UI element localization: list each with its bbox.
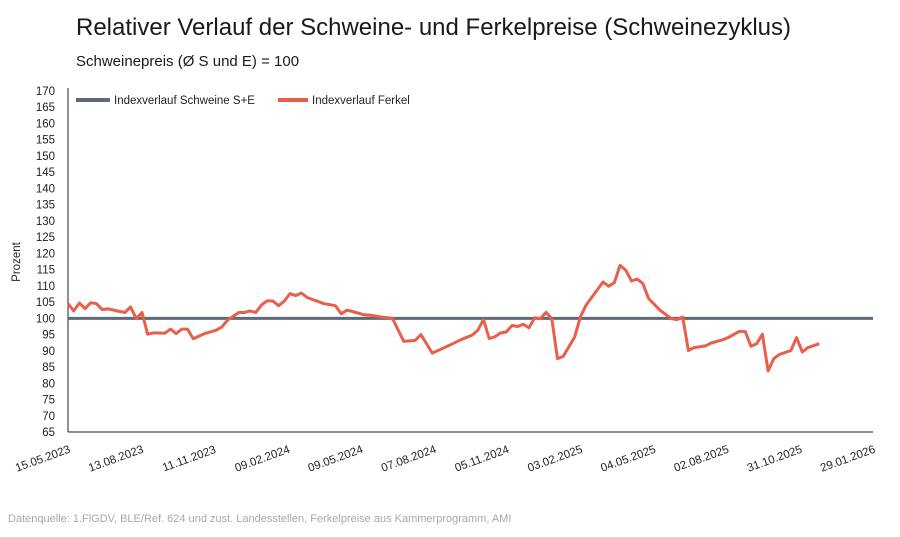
x-tick-label: 13.08.2023: [87, 444, 145, 475]
y-tick-label: 160: [36, 118, 55, 130]
x-tick-label: 31.10.2025: [746, 444, 804, 475]
y-tick-label: 150: [36, 151, 55, 163]
y-tick-label: 80: [42, 378, 55, 390]
series-group: [66, 263, 873, 373]
chart-title: Relativer Verlauf der Schweine- und Ferk…: [76, 14, 791, 41]
legend-label-ferkel: Indexverlauf Ferkel: [312, 95, 410, 107]
x-tick-label: 02.08.2025: [673, 444, 731, 475]
x-tick-label: 09.02.2024: [233, 443, 292, 474]
x-tick-label: 29.01.2026: [819, 444, 877, 475]
x-tick-label: 05.11.2024: [453, 444, 511, 475]
y-axis-ticks: 65 70 75 80 85 90 95 100 105 110 115 120 125 130 135 14…: [36, 86, 55, 439]
y-tick-label: 170: [36, 86, 55, 98]
y-tick-label: 110: [37, 281, 55, 293]
y-tick-label: 100: [36, 313, 55, 325]
y-tick-label: 90: [42, 346, 55, 358]
series-line-ferkel: [66, 263, 820, 373]
y-tick-label: 95: [42, 330, 55, 342]
y-tick-label: 75: [42, 395, 55, 407]
y-tick-label: 130: [36, 216, 55, 228]
x-tick-label: 15.05.2023: [14, 444, 72, 475]
y-tick-label: 105: [36, 297, 55, 309]
y-tick-label: 135: [36, 200, 55, 212]
y-tick-label: 125: [36, 232, 55, 244]
legend-label-schweine: Indexverlauf Schweine S+E: [114, 95, 255, 107]
y-tick-label: 120: [36, 248, 55, 260]
x-tick-label: 09.05.2024: [307, 443, 366, 474]
x-tick-label: 07.08.2024: [380, 443, 439, 474]
y-tick-label: 155: [36, 135, 55, 147]
y-tick-label: 115: [37, 265, 55, 277]
y-tick-label: 65: [42, 427, 55, 439]
y-tick-label: 85: [42, 362, 55, 374]
y-tick-label: 70: [42, 411, 55, 423]
x-tick-label: 04.05.2025: [599, 444, 657, 475]
legend: Indexverlauf Schweine S+E Indexverlauf F…: [76, 95, 410, 107]
x-axis-ticks: 15.05.2023 13.08.2023 11.11.2023 09.02.2024…: [14, 443, 877, 474]
x-tick-label: 03.02.2025: [526, 444, 584, 475]
y-axis-label: Prozent: [11, 241, 23, 281]
x-tick-label: 11.11.2023: [161, 444, 218, 474]
source-note: Datenquelle: 1.FlGDV, BLE/Ref. 624 und z…: [8, 513, 512, 525]
y-tick-label: 145: [36, 167, 55, 179]
y-tick-label: 165: [36, 102, 55, 114]
y-tick-label: 140: [36, 183, 55, 195]
chart-subtitle: Schweinepreis (Ø S und E) = 100: [76, 53, 300, 70]
